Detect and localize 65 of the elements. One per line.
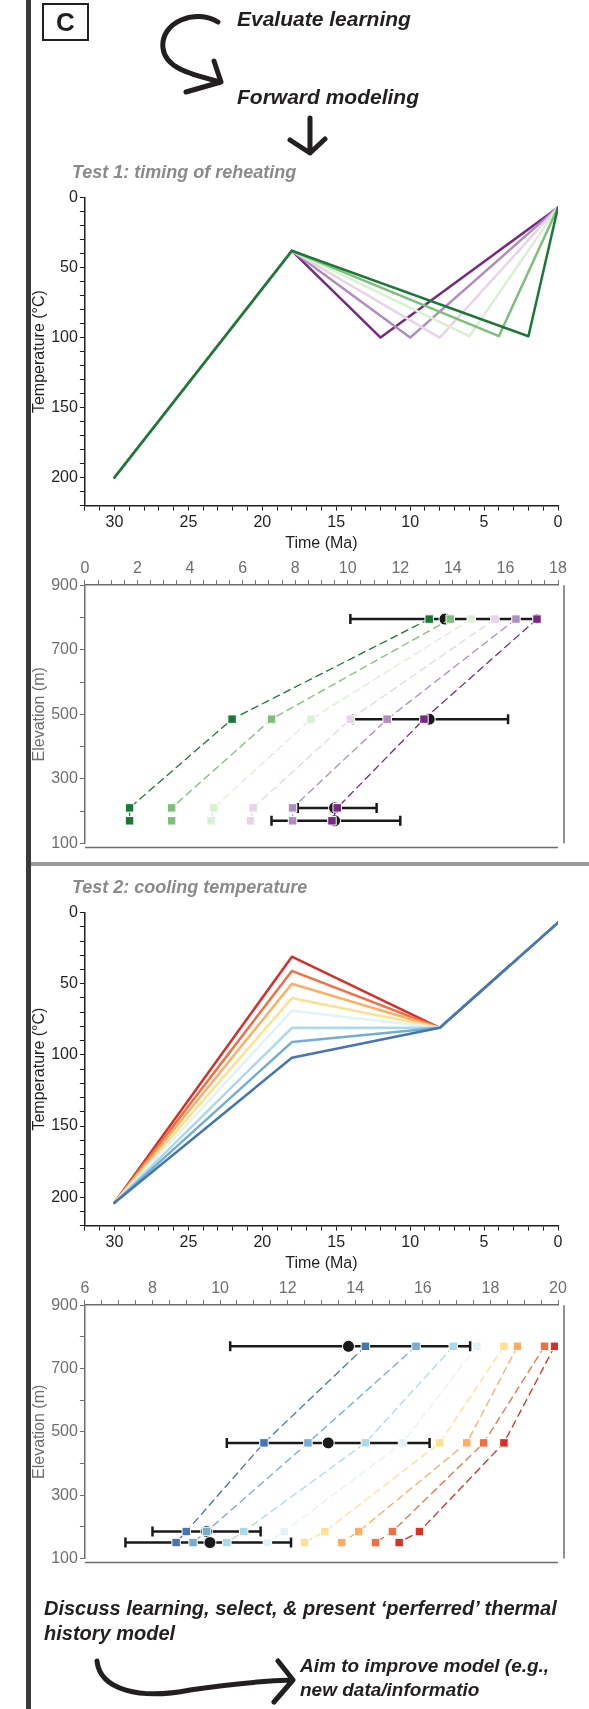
x-tick-label: 10 xyxy=(401,512,420,530)
x-tick-label: 25 xyxy=(179,512,198,530)
text: Discuss learning, select, & present ‘perferred’ thermal history model xyxy=(44,1596,558,1646)
x-tick-label: 15 xyxy=(327,512,346,530)
x-tick-label: 8 xyxy=(148,1279,158,1297)
y-tick-label: 50 xyxy=(60,258,78,276)
x-tick-label: 5 xyxy=(479,512,489,530)
y-tick-label: 700 xyxy=(51,1358,78,1376)
x-tick-label: 20 xyxy=(549,1279,567,1297)
y-tick-label: 150 xyxy=(51,1116,78,1134)
y-tick-label: 200 xyxy=(51,468,78,486)
x-tick-label: 20 xyxy=(253,1232,272,1250)
x-tick-label: 0 xyxy=(80,559,90,577)
y-axis-title: Temperature (°C) xyxy=(30,1007,48,1131)
x-tick-label: 12 xyxy=(391,559,410,577)
chart-title: Test 2: cooling temperature xyxy=(72,877,308,898)
x-tick-label: 6 xyxy=(80,1279,90,1297)
x-tick-label: 30 xyxy=(105,1232,124,1250)
x-tick-label: 0 xyxy=(553,1232,563,1250)
y-tick-label: 100 xyxy=(51,833,78,851)
x-tick-label: 16 xyxy=(413,1279,432,1297)
y-tick-label: 700 xyxy=(51,640,78,658)
y-tick-label: 0 xyxy=(68,188,78,206)
x-axis-title: Time (Ma) xyxy=(285,533,358,551)
x-tick-label: 4 xyxy=(185,559,195,577)
y-tick-label: 500 xyxy=(51,1422,78,1440)
text: C xyxy=(42,3,89,41)
x-tick-label: 30 xyxy=(105,512,124,530)
x-tick-label: 16 xyxy=(496,559,515,577)
chart-title: Test 1: timing of reheating xyxy=(72,162,297,183)
y-tick-label: 0 xyxy=(68,903,78,921)
x-tick-label: 14 xyxy=(443,559,462,577)
y-tick-label: 150 xyxy=(51,398,78,416)
y-axis-title: Elevation (m) xyxy=(30,1384,48,1479)
x-tick-label: 10 xyxy=(338,559,357,577)
x-tick-label: 10 xyxy=(211,1279,230,1297)
text: Evaluate learning xyxy=(237,6,411,32)
x-tick-label: 18 xyxy=(549,559,567,577)
text: Aim to improve model (e.g., new data/informatio xyxy=(300,1654,551,1702)
y-tick-label: 300 xyxy=(51,769,78,787)
y-tick-label: 900 xyxy=(51,575,78,593)
y-tick-label: 100 xyxy=(51,1045,78,1063)
y-tick-label: 100 xyxy=(51,1548,78,1566)
x-tick-label: 15 xyxy=(327,1232,346,1250)
y-axis-title: Temperature (°C) xyxy=(30,290,48,414)
y-axis-title: Elevation (m) xyxy=(30,667,48,762)
text: Forward modeling xyxy=(237,84,420,110)
x-axis-title: Time (Ma) xyxy=(285,1253,358,1271)
x-tick-label: 20 xyxy=(253,512,272,530)
x-tick-label: 0 xyxy=(553,512,563,530)
x-tick-label: 6 xyxy=(238,559,248,577)
y-tick-label: 900 xyxy=(51,1295,78,1313)
x-tick-label: 5 xyxy=(479,1232,489,1250)
x-tick-label: 8 xyxy=(290,559,300,577)
y-tick-label: 100 xyxy=(51,328,78,346)
y-tick-label: 500 xyxy=(51,704,78,722)
x-tick-label: 18 xyxy=(481,1279,500,1297)
x-tick-label: 12 xyxy=(278,1279,297,1297)
y-tick-label: 200 xyxy=(51,1187,78,1205)
x-tick-label: 10 xyxy=(401,1232,420,1250)
x-tick-label: 25 xyxy=(179,1232,198,1250)
y-tick-label: 50 xyxy=(60,974,78,992)
x-tick-label: 2 xyxy=(133,559,143,577)
y-tick-label: 300 xyxy=(51,1485,78,1503)
x-tick-label: 14 xyxy=(346,1279,365,1297)
